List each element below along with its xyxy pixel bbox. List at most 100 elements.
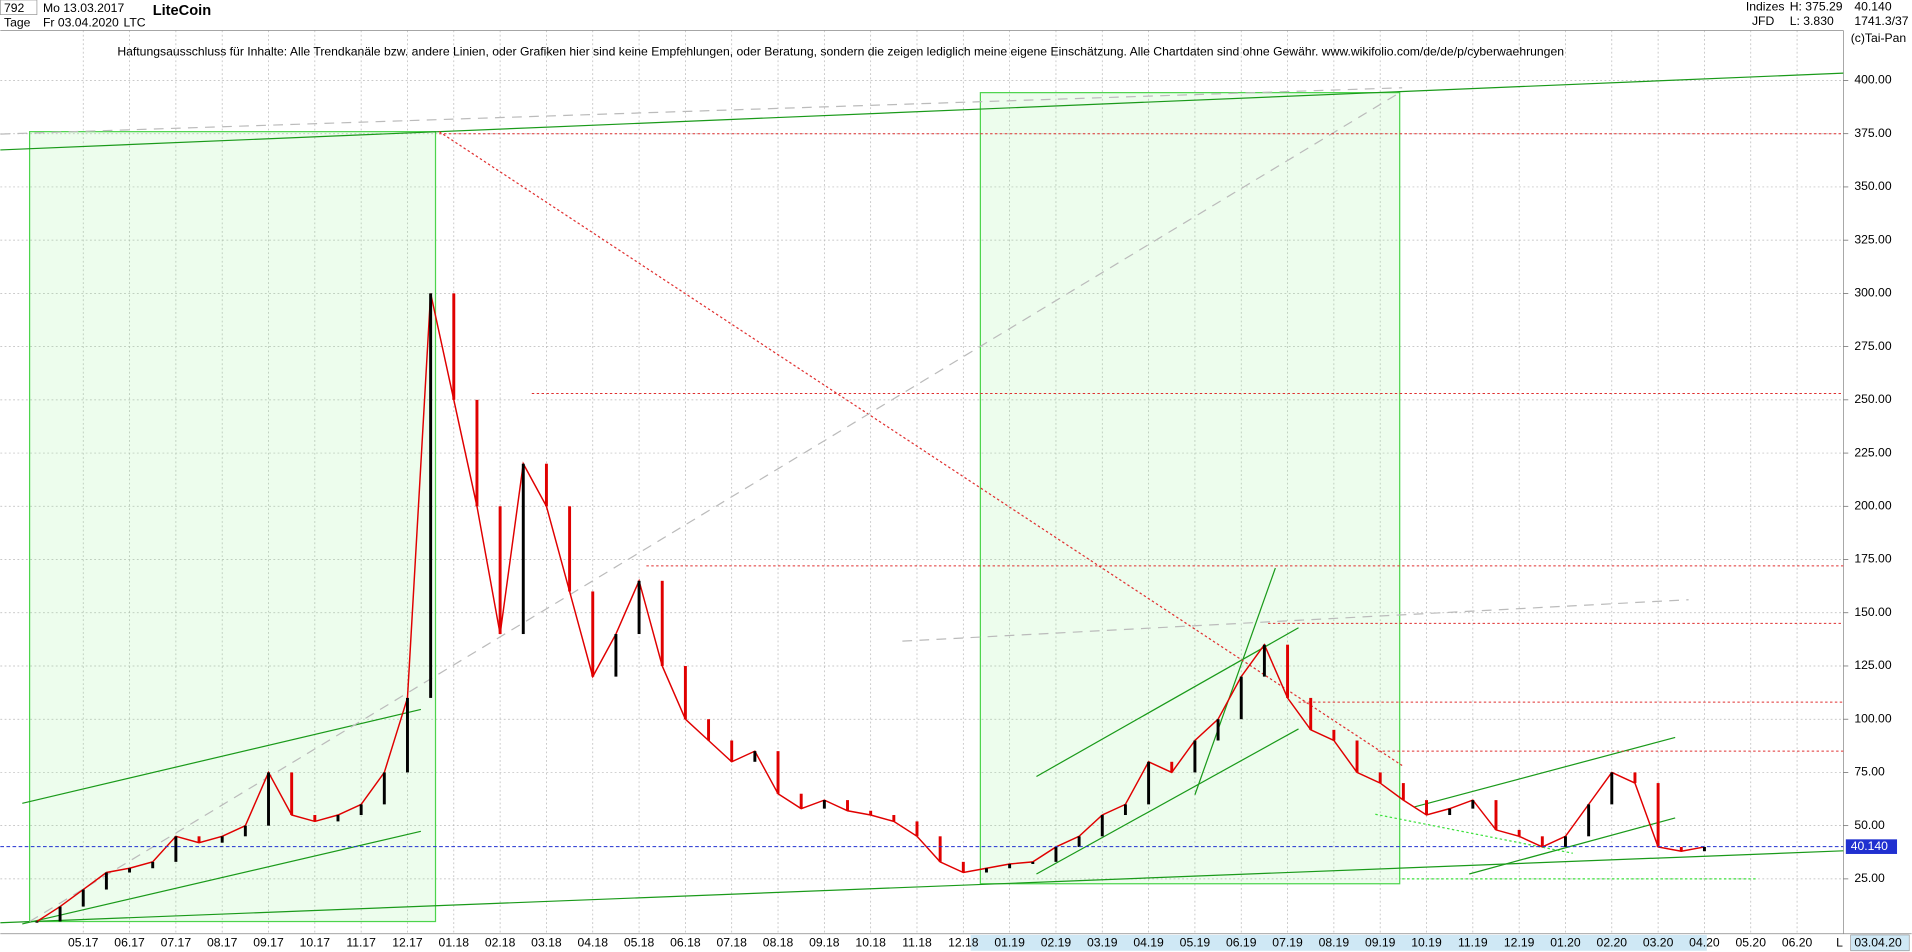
y-tick-label: 50.00 bbox=[1854, 818, 1885, 832]
candle bbox=[1193, 740, 1197, 773]
candle bbox=[707, 719, 711, 741]
candle bbox=[568, 506, 572, 592]
copyright: (c)Tai-Pan bbox=[1851, 31, 1906, 45]
candle bbox=[521, 463, 525, 635]
x-tick-label: 12.17 bbox=[392, 936, 423, 950]
trend-line bbox=[0, 850, 1844, 924]
candle bbox=[660, 580, 664, 666]
x-tick-label: 10.18 bbox=[855, 936, 886, 950]
candle bbox=[1448, 808, 1452, 816]
candle bbox=[1564, 836, 1567, 847]
candle bbox=[1147, 761, 1151, 805]
x-tick-label: 03.18 bbox=[531, 936, 562, 950]
trend-line bbox=[1036, 627, 1299, 778]
candle bbox=[591, 591, 595, 677]
candle bbox=[730, 740, 734, 762]
candle bbox=[243, 825, 247, 837]
period: Tage bbox=[4, 15, 31, 29]
candle bbox=[1610, 772, 1614, 805]
candle bbox=[220, 836, 224, 843]
candle bbox=[336, 815, 340, 822]
y-tick-label: 75.00 bbox=[1854, 765, 1885, 779]
candle bbox=[1378, 772, 1382, 784]
x-tick-label: 07.17 bbox=[161, 936, 192, 950]
x-tick-label: 04.19 bbox=[1133, 936, 1164, 950]
candle bbox=[1656, 783, 1660, 847]
x-tick-label: 11.18 bbox=[902, 936, 932, 950]
symbol: LTC bbox=[123, 15, 145, 29]
candle bbox=[1100, 815, 1104, 837]
candle bbox=[822, 800, 826, 809]
candle bbox=[776, 751, 780, 794]
candle bbox=[637, 580, 641, 635]
y-tick-label: 350.00 bbox=[1854, 179, 1891, 193]
candle bbox=[58, 906, 62, 922]
market: Indizes bbox=[1746, 0, 1785, 14]
candle bbox=[128, 868, 132, 873]
x-tick-label: 01.18 bbox=[439, 936, 470, 950]
candle bbox=[1587, 804, 1591, 837]
x-tick-label: 07.18 bbox=[716, 936, 747, 950]
x-tick-label: 12.19 bbox=[1504, 936, 1535, 950]
disclaimer: Haftungsausschluss für Inhalte: Alle Tre… bbox=[117, 45, 1564, 59]
y-tick-label: 25.00 bbox=[1854, 871, 1885, 885]
candle bbox=[753, 751, 757, 762]
candle bbox=[359, 804, 363, 816]
x-tick-label: 08.19 bbox=[1319, 936, 1350, 950]
x-tick-label: 06.20 bbox=[1782, 936, 1813, 950]
x-tick-label: 06.17 bbox=[114, 936, 145, 950]
candle bbox=[1471, 800, 1475, 809]
high: H: 375.29 bbox=[1790, 0, 1843, 14]
candle bbox=[197, 836, 201, 843]
last-price-label: 40.140 bbox=[1851, 839, 1888, 853]
candle bbox=[846, 800, 849, 811]
candle bbox=[267, 772, 270, 826]
x-tick-label: 05.20 bbox=[1736, 936, 1767, 950]
candle bbox=[1401, 783, 1405, 801]
x-tick-label: 08.17 bbox=[207, 936, 238, 950]
x-tick-label: 03.20 bbox=[1643, 936, 1674, 950]
candle bbox=[35, 921, 39, 923]
scale-mode: L bbox=[1836, 936, 1843, 950]
trend-line bbox=[1036, 728, 1299, 875]
candle bbox=[452, 293, 456, 400]
range-highlight bbox=[970, 934, 1707, 951]
last-price-box bbox=[1845, 839, 1898, 854]
broker: JFD bbox=[1752, 14, 1775, 28]
trend-line bbox=[0, 72, 1844, 151]
candle bbox=[475, 399, 479, 507]
date-box-label: 03.04.20 bbox=[1854, 936, 1902, 950]
candle bbox=[406, 697, 409, 773]
x-tick-label: 12.18 bbox=[948, 936, 979, 950]
trend-line bbox=[1414, 736, 1676, 808]
candle bbox=[938, 836, 942, 862]
candle bbox=[683, 665, 687, 720]
x-tick-label: 05.19 bbox=[1180, 936, 1211, 950]
x-tick-label: 03.19 bbox=[1087, 936, 1118, 950]
trend-line bbox=[1469, 817, 1676, 875]
trend-line bbox=[29, 92, 1401, 923]
candle bbox=[1494, 800, 1498, 830]
candle bbox=[174, 836, 178, 862]
x-tick-label: 06.19 bbox=[1226, 936, 1257, 950]
trend-line bbox=[902, 599, 1689, 642]
y-tick-label: 375.00 bbox=[1854, 126, 1891, 140]
candle bbox=[498, 506, 502, 635]
annotations bbox=[0, 72, 1844, 925]
x-tick-label: 05.18 bbox=[624, 936, 655, 950]
info: 1741.3/37 bbox=[1854, 14, 1908, 28]
candle bbox=[961, 861, 965, 873]
x-tick-label: 06.18 bbox=[670, 936, 701, 950]
grid bbox=[0, 30, 1844, 934]
candle bbox=[1031, 861, 1035, 864]
candle bbox=[151, 861, 155, 869]
candle bbox=[1077, 836, 1081, 847]
y-tick-label: 400.00 bbox=[1854, 73, 1891, 87]
y-tick-label: 175.00 bbox=[1854, 552, 1891, 566]
x-tick-label: 11.17 bbox=[346, 936, 376, 950]
start-date: Mo 13.03.2017 bbox=[43, 1, 124, 15]
low: L: 3.830 bbox=[1790, 14, 1834, 28]
candle bbox=[290, 772, 294, 816]
